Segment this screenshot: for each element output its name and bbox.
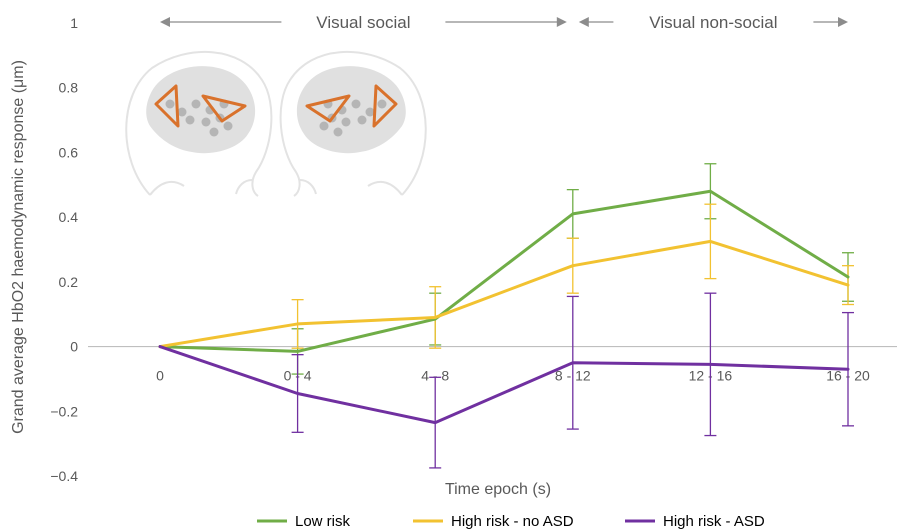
phase-label: Visual social	[316, 13, 410, 32]
series-line	[158, 345, 850, 425]
y-tick-label: 0.6	[59, 144, 79, 160]
error-bars	[291, 163, 854, 469]
y-tick-label: 0.8	[59, 80, 79, 96]
x-tick-label: 0	[156, 368, 164, 384]
x-tick-label: 4 - 8	[421, 368, 449, 384]
phase-arrowhead-left	[160, 17, 170, 27]
infant-head-left-icon	[125, 50, 273, 197]
series-lines	[158, 189, 850, 425]
y-axis-title: Grand average HbO2 haemodynamic response…	[10, 60, 27, 434]
phase-arrowhead-right	[556, 17, 567, 27]
y-tick-label: 0.4	[59, 209, 79, 225]
y-tick-label: −0.2	[50, 403, 78, 419]
infant-head-illustrations	[125, 50, 427, 197]
legend: Low risk High risk - no ASD High risk - AS…	[257, 513, 765, 530]
series-line	[158, 239, 850, 349]
phase-arrowhead-left	[578, 17, 589, 27]
legend-label: High risk - no ASD	[451, 513, 574, 530]
phase-annotations: Visual social Visual non-social	[160, 13, 848, 32]
x-axis-title: Time epoch (s)	[445, 481, 551, 498]
y-tick-label: 0	[70, 339, 78, 355]
series-line	[158, 189, 850, 353]
phase-label: Visual non-social	[649, 13, 777, 32]
y-tick-label: 0.2	[59, 274, 79, 290]
y-tick-label: 1	[70, 15, 78, 31]
phase-arrowhead-right	[838, 17, 848, 27]
infant-head-right-icon	[279, 50, 427, 197]
legend-label: Low risk	[295, 513, 351, 530]
y-tick-label: −0.4	[50, 468, 78, 484]
legend-label: High risk - ASD	[663, 513, 765, 530]
